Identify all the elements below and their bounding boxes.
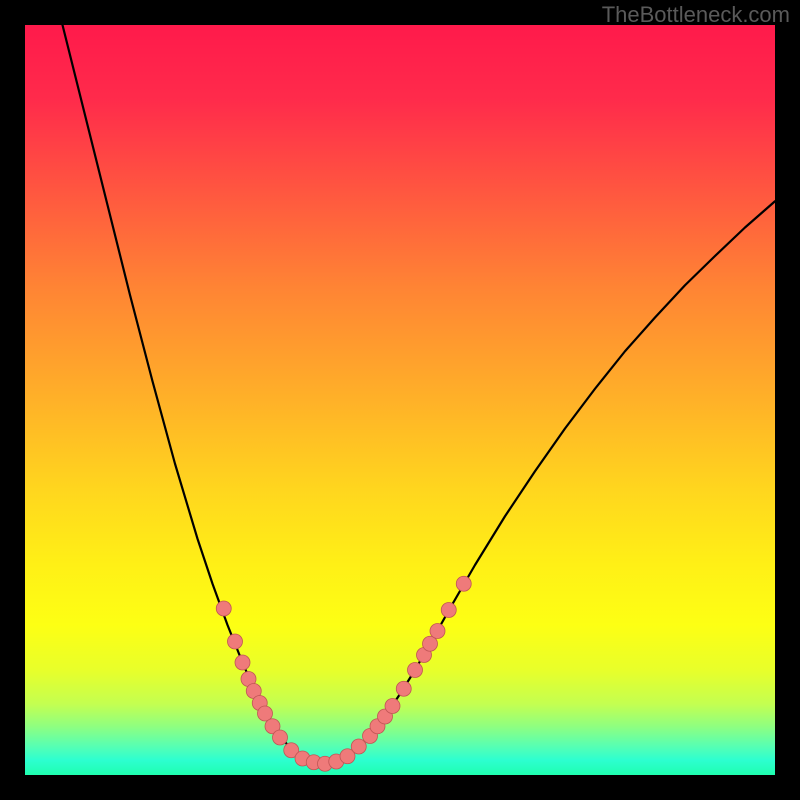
data-marker: [273, 730, 288, 745]
data-markers: [216, 576, 471, 771]
watermark-text: TheBottleneck.com: [602, 2, 790, 28]
data-marker: [456, 576, 471, 591]
data-marker: [396, 681, 411, 696]
data-marker: [216, 601, 231, 616]
data-marker: [430, 624, 445, 639]
data-marker: [441, 603, 456, 618]
data-marker: [351, 739, 366, 754]
plot-area: [25, 25, 775, 775]
data-marker: [408, 663, 423, 678]
data-marker: [385, 699, 400, 714]
curve-layer: [25, 25, 775, 775]
data-marker: [235, 655, 250, 670]
data-marker: [228, 634, 243, 649]
